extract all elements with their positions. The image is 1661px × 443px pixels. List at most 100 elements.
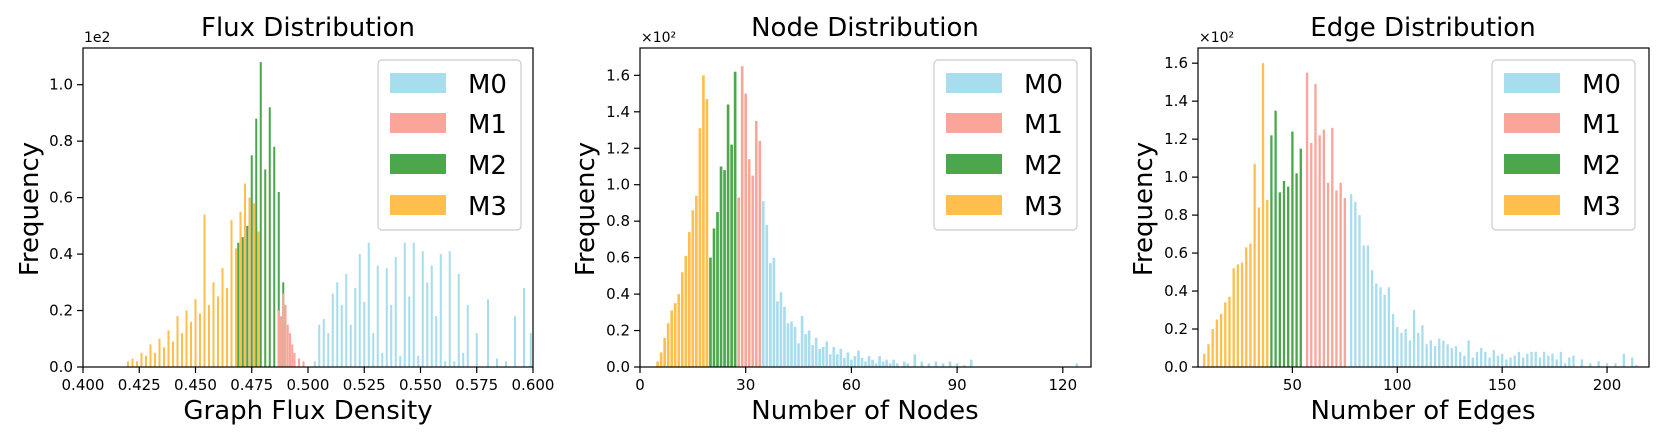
x-tick-label: 0.550 [399, 376, 442, 394]
plot-frame [639, 47, 1092, 368]
bar-m0 [1450, 348, 1453, 367]
bar-m0 [327, 333, 330, 367]
y-tick-label: 0.2 [606, 322, 630, 340]
y-tick-label: 1.4 [606, 103, 630, 121]
bar-m0 [846, 352, 850, 367]
bar-m2 [709, 257, 712, 367]
y-axis-label: Frequency [15, 142, 45, 276]
bar-m3 [688, 232, 691, 367]
ticks: 50 100 150 200 0.0 0.2 0.4 0.6 0.8 1.0 1.2 1.4 1.6 [1164, 54, 1621, 394]
bar-m1 [284, 304, 287, 367]
legend-swatch-m3 [1504, 195, 1560, 215]
bar-m0 [1635, 365, 1638, 367]
legend-label-m2: M2 [468, 151, 507, 181]
bar-m2 [723, 170, 726, 367]
node-distribution-panel: Node Distribution ×10² Frequency Number … [571, 13, 1092, 426]
bar-m1 [288, 333, 292, 367]
bar-m3 [1249, 243, 1252, 367]
legend-label-m2: M2 [1582, 151, 1621, 181]
legend: M0 M1 M2 M3 [1491, 59, 1636, 231]
bar-m1 [297, 358, 301, 367]
bar-m2 [273, 146, 276, 367]
bar-m3 [131, 358, 134, 367]
bar-m0 [1555, 359, 1558, 367]
bar-m0 [864, 361, 867, 367]
bar-m0 [1362, 245, 1365, 367]
bar-m0 [955, 363, 959, 367]
bar-m0 [800, 315, 804, 367]
x-tick-label: 50 [1283, 376, 1302, 394]
legend-label-m0: M0 [1582, 70, 1621, 100]
bar-m3 [180, 333, 184, 367]
bar-m0 [776, 301, 779, 367]
bar-m1 [1314, 84, 1317, 367]
bar-m0 [1631, 357, 1634, 367]
bar-m0 [1551, 353, 1554, 367]
y-tick-label: 1.6 [606, 66, 630, 84]
scale-label: ×10² [1199, 30, 1234, 46]
y-axis-label: Frequency [571, 142, 601, 276]
bar-m0 [811, 345, 814, 367]
bar-m0 [804, 334, 807, 367]
x-tick-label: 120 [1048, 376, 1077, 394]
bar-m0 [1480, 348, 1483, 367]
bar-m0 [895, 363, 899, 367]
bar-m0 [466, 304, 469, 367]
bar-m0 [913, 354, 917, 367]
bar-m1 [293, 352, 296, 367]
legend-swatch-m3 [390, 195, 446, 215]
bar-m0 [1383, 294, 1386, 367]
bar-m0 [1572, 355, 1575, 367]
bar-m3 [144, 355, 148, 367]
bar-m0 [417, 355, 420, 367]
bar-m0 [762, 201, 765, 367]
legend-label-m0: M0 [468, 70, 507, 100]
bar-m2 [1270, 135, 1273, 367]
bar-m1 [1305, 72, 1309, 368]
x-tick-label: 0 [635, 376, 645, 394]
bar-m0 [1542, 351, 1546, 367]
bar-m0 [1597, 361, 1600, 367]
bar-m0 [892, 359, 896, 367]
bar-m0 [828, 354, 832, 367]
bar-m3 [153, 352, 157, 367]
bar-m0 [850, 359, 853, 367]
bar-m3 [234, 248, 238, 367]
bar-m0 [1438, 338, 1441, 367]
bar-m0 [1463, 355, 1466, 367]
y-tick-label: 1.6 [1164, 54, 1188, 72]
bar-m1 [302, 361, 305, 367]
bar-m3 [203, 214, 206, 367]
bar-m0 [1459, 351, 1462, 367]
bar-m0 [435, 316, 438, 367]
bar-m0 [832, 346, 836, 367]
bar-m1 [286, 324, 289, 367]
bar-m0 [1417, 332, 1420, 367]
ticks: 0.400 0.425 0.450 0.475 0.500 0.525 0.550 0.575… [49, 76, 554, 394]
x-tick-label: 30 [736, 376, 755, 394]
bar-m3 [257, 231, 260, 367]
bar-m3 [230, 220, 233, 367]
bar-m0 [878, 356, 881, 367]
bar-m0 [412, 242, 415, 367]
bar-m0 [860, 357, 864, 367]
bar-m0 [1433, 346, 1437, 367]
bar-m0 [1547, 355, 1550, 367]
bar-m3 [656, 361, 659, 367]
bar-m0 [853, 356, 857, 367]
bar-m0 [408, 296, 411, 367]
bar-m2 [712, 228, 716, 367]
bar-m0 [495, 358, 499, 367]
y-tick-label: 0.4 [606, 285, 630, 303]
bar-m2 [241, 237, 244, 367]
y-tick-label: 1.0 [49, 76, 73, 94]
bar-m3 [659, 352, 663, 367]
bar-m0 [1467, 340, 1470, 367]
bar-m0 [1442, 340, 1445, 367]
legend-swatch-m0 [390, 73, 446, 93]
bar-m0 [363, 302, 366, 367]
bar-m2 [1274, 110, 1277, 367]
bar-m3 [1266, 199, 1269, 367]
bar-m0 [349, 324, 352, 367]
bar-m0 [354, 287, 357, 367]
